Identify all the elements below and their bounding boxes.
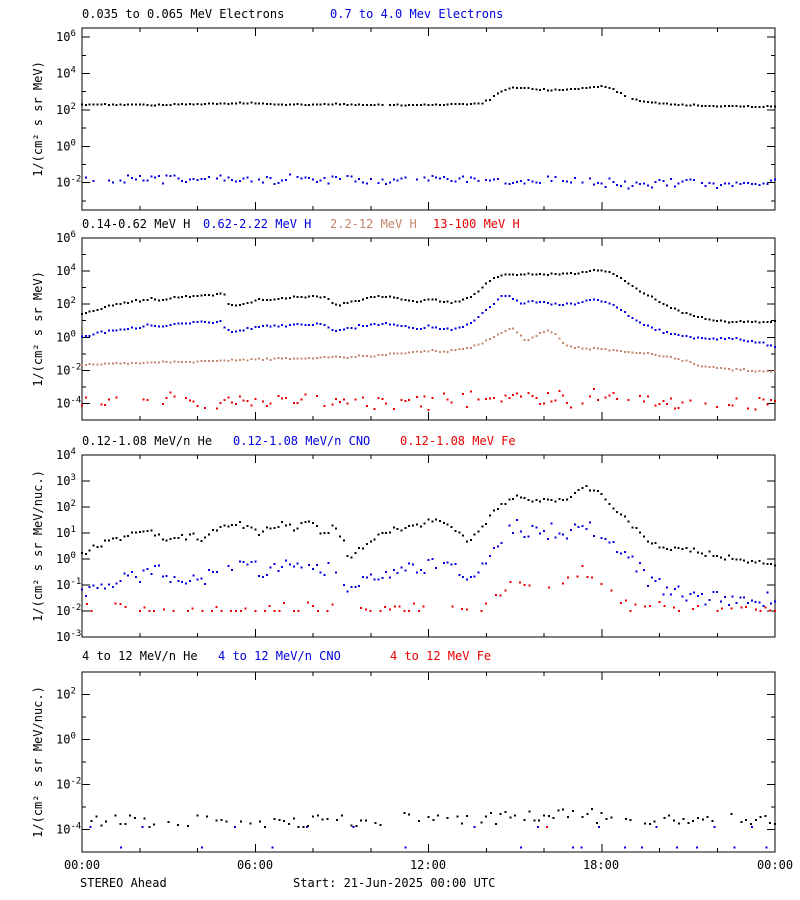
svg-text:102: 102 (56, 102, 76, 117)
svg-text:10-2: 10-2 (56, 362, 81, 377)
svg-text:10-2: 10-2 (56, 777, 81, 792)
svg-text:101: 101 (56, 525, 76, 540)
series-label: 4 to 12 MeV/n CNO (218, 649, 341, 663)
svg-text:100: 100 (56, 138, 76, 153)
svg-text:102: 102 (56, 687, 76, 702)
series-label: 0.12-1.08 MeV Fe (400, 434, 516, 448)
series-label: 0.14-0.62 MeV H (82, 217, 191, 231)
svg-text:102: 102 (56, 499, 76, 514)
svg-text:10-4: 10-4 (56, 395, 81, 410)
series-label: 2.2-12 MeV H (330, 217, 417, 231)
series-label: 4 to 12 MeV/n He (82, 649, 198, 663)
svg-text:100: 100 (56, 732, 76, 747)
svg-text:102: 102 (56, 296, 76, 311)
svg-text:10-2: 10-2 (56, 175, 81, 190)
svg-text:104: 104 (56, 66, 76, 81)
start-time-label: Start: 21-Jun-2025 00:00 UTC (293, 876, 496, 890)
svg-text:10-2: 10-2 (56, 603, 81, 618)
y-axis-title: 1/(cm² s sr MeV/nuc.) (31, 686, 45, 838)
series-label: 0.62-2.22 MeV H (203, 217, 312, 231)
svg-text:100: 100 (56, 329, 76, 344)
series-label: 0.12-1.08 MeV/n He (82, 434, 213, 448)
x-tick-label: 12:00 (409, 858, 447, 872)
y-axis-title: 1/(cm² s sr MeV/nuc.) (31, 470, 45, 622)
svg-text:100: 100 (56, 551, 76, 566)
series-label: 0.7 to 4.0 Mev Electrons (330, 7, 504, 21)
svg-text:10-4: 10-4 (56, 822, 81, 837)
y-axis-title: 1/(cm² s sr MeV) (31, 271, 45, 387)
svg-text:103: 103 (56, 473, 76, 488)
x-tick-label: 00:00 (63, 858, 101, 872)
x-tick-label: 00:00 (756, 858, 794, 872)
series-label: 0.035 to 0.065 MeV Electrons (82, 7, 285, 21)
series-label: 4 to 12 MeV Fe (390, 649, 492, 663)
svg-text:10-1: 10-1 (56, 577, 81, 592)
y-axis-title: 1/(cm² s sr MeV) (31, 61, 45, 177)
svg-text:106: 106 (56, 230, 76, 245)
svg-text:10-3: 10-3 (56, 629, 81, 644)
svg-text:104: 104 (56, 447, 76, 462)
x-tick-label: 06:00 (236, 858, 274, 872)
x-tick-label: 18:00 (582, 858, 620, 872)
svg-text:106: 106 (56, 29, 76, 44)
svg-text:104: 104 (56, 263, 76, 278)
spacecraft-label: STEREO Ahead (80, 876, 167, 890)
series-label: 13-100 MeV H (433, 217, 520, 231)
series-label: 0.12-1.08 MeV/n CNO (233, 434, 371, 448)
